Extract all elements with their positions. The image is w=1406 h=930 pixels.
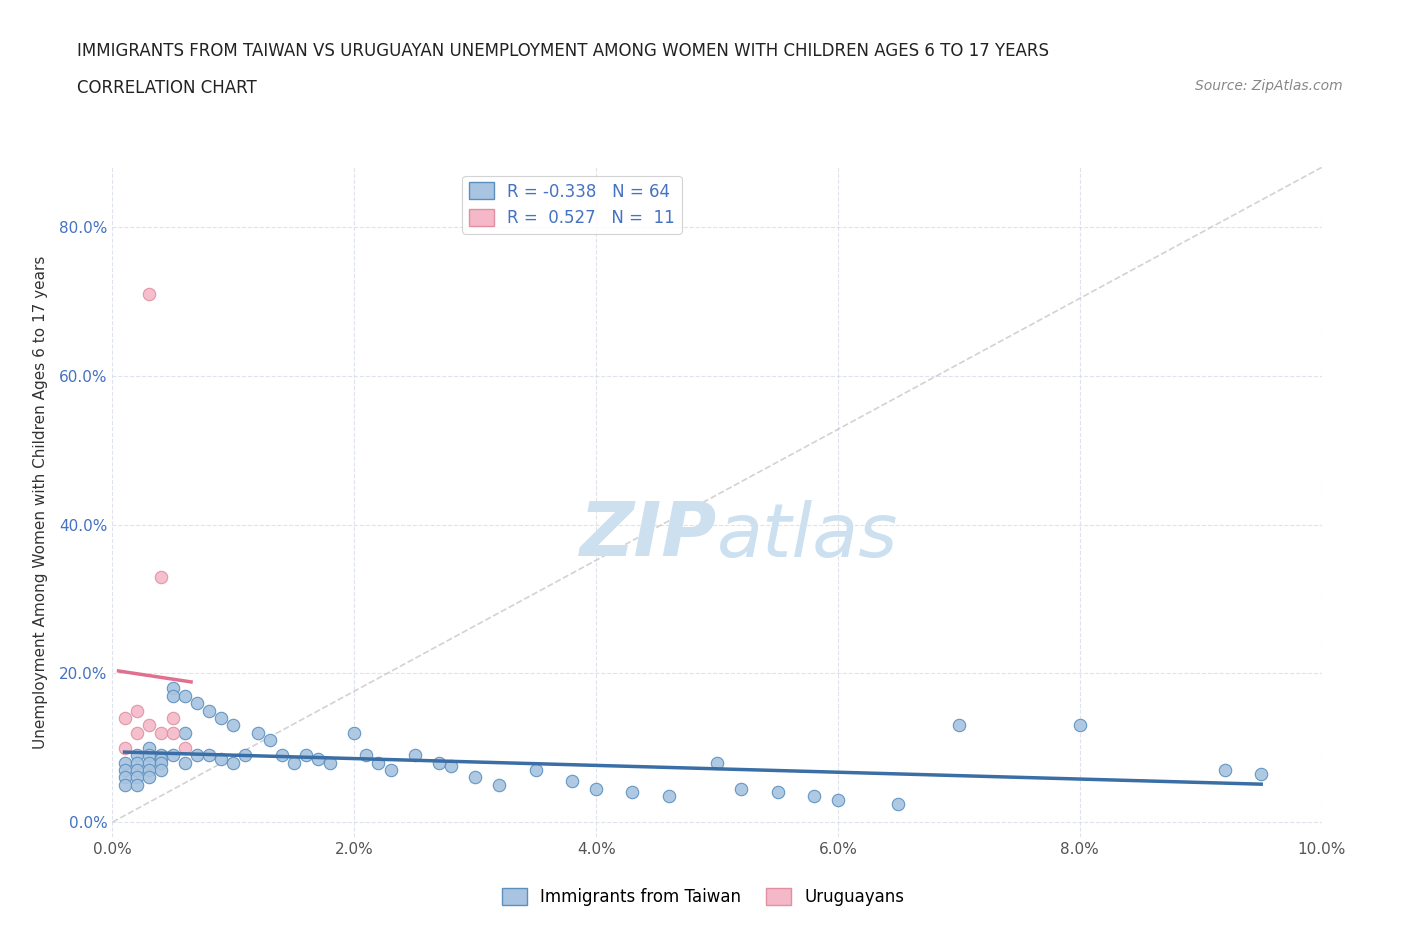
Point bbox=[149, 748, 172, 763]
Point bbox=[1069, 718, 1091, 733]
Point bbox=[162, 748, 184, 763]
Point bbox=[162, 711, 184, 725]
Point bbox=[149, 763, 172, 777]
Point bbox=[222, 718, 245, 733]
Point bbox=[174, 688, 197, 703]
Point bbox=[488, 777, 510, 792]
Point bbox=[222, 755, 245, 770]
Point bbox=[149, 755, 172, 770]
Y-axis label: Unemployment Among Women with Children Ages 6 to 17 years: Unemployment Among Women with Children A… bbox=[32, 256, 48, 749]
Point bbox=[235, 748, 257, 763]
Point bbox=[404, 748, 426, 763]
Point bbox=[766, 785, 789, 800]
Legend: R = -0.338   N = 64, R =  0.527   N =  11: R = -0.338 N = 64, R = 0.527 N = 11 bbox=[463, 176, 682, 233]
Point bbox=[319, 755, 342, 770]
Text: ZIP: ZIP bbox=[579, 499, 717, 572]
Point bbox=[427, 755, 450, 770]
Point bbox=[138, 763, 160, 777]
Point bbox=[730, 781, 752, 796]
Point bbox=[706, 755, 728, 770]
Point bbox=[125, 703, 148, 718]
Point bbox=[356, 748, 378, 763]
Point bbox=[283, 755, 305, 770]
Point bbox=[138, 770, 160, 785]
Point bbox=[138, 286, 160, 301]
Point bbox=[561, 774, 583, 789]
Point bbox=[827, 792, 849, 807]
Point bbox=[114, 763, 136, 777]
Point bbox=[464, 770, 486, 785]
Point bbox=[114, 711, 136, 725]
Point bbox=[149, 725, 172, 740]
Point bbox=[380, 763, 402, 777]
Point bbox=[125, 770, 148, 785]
Point bbox=[162, 681, 184, 696]
Point bbox=[343, 725, 366, 740]
Point bbox=[1250, 766, 1272, 781]
Legend: Immigrants from Taiwan, Uruguayans: Immigrants from Taiwan, Uruguayans bbox=[495, 881, 911, 912]
Point bbox=[174, 740, 197, 755]
Text: atlas: atlas bbox=[717, 499, 898, 572]
Point bbox=[125, 763, 148, 777]
Point bbox=[209, 751, 232, 766]
Point bbox=[246, 725, 269, 740]
Point bbox=[174, 725, 197, 740]
Point bbox=[114, 770, 136, 785]
Point bbox=[125, 748, 148, 763]
Point bbox=[186, 696, 208, 711]
Point bbox=[125, 725, 148, 740]
Point bbox=[1213, 763, 1236, 777]
Point bbox=[162, 725, 184, 740]
Text: Source: ZipAtlas.com: Source: ZipAtlas.com bbox=[1195, 79, 1343, 93]
Point bbox=[174, 755, 197, 770]
Point bbox=[114, 755, 136, 770]
Point bbox=[186, 748, 208, 763]
Point bbox=[307, 751, 329, 766]
Point bbox=[149, 569, 172, 584]
Point bbox=[198, 748, 221, 763]
Point bbox=[295, 748, 318, 763]
Point bbox=[270, 748, 292, 763]
Point bbox=[149, 751, 172, 766]
Point bbox=[125, 777, 148, 792]
Text: CORRELATION CHART: CORRELATION CHART bbox=[77, 79, 257, 97]
Point bbox=[658, 789, 681, 804]
Point bbox=[887, 796, 910, 811]
Point bbox=[585, 781, 607, 796]
Point bbox=[114, 740, 136, 755]
Point bbox=[367, 755, 389, 770]
Point bbox=[440, 759, 463, 774]
Point bbox=[125, 755, 148, 770]
Point bbox=[803, 789, 825, 804]
Text: IMMIGRANTS FROM TAIWAN VS URUGUAYAN UNEMPLOYMENT AMONG WOMEN WITH CHILDREN AGES : IMMIGRANTS FROM TAIWAN VS URUGUAYAN UNEM… bbox=[77, 42, 1049, 60]
Point bbox=[138, 718, 160, 733]
Point bbox=[114, 777, 136, 792]
Point bbox=[209, 711, 232, 725]
Point bbox=[162, 688, 184, 703]
Point bbox=[948, 718, 970, 733]
Point bbox=[138, 748, 160, 763]
Point bbox=[259, 733, 281, 748]
Point bbox=[138, 755, 160, 770]
Point bbox=[621, 785, 644, 800]
Point bbox=[138, 740, 160, 755]
Point bbox=[198, 703, 221, 718]
Point bbox=[524, 763, 547, 777]
